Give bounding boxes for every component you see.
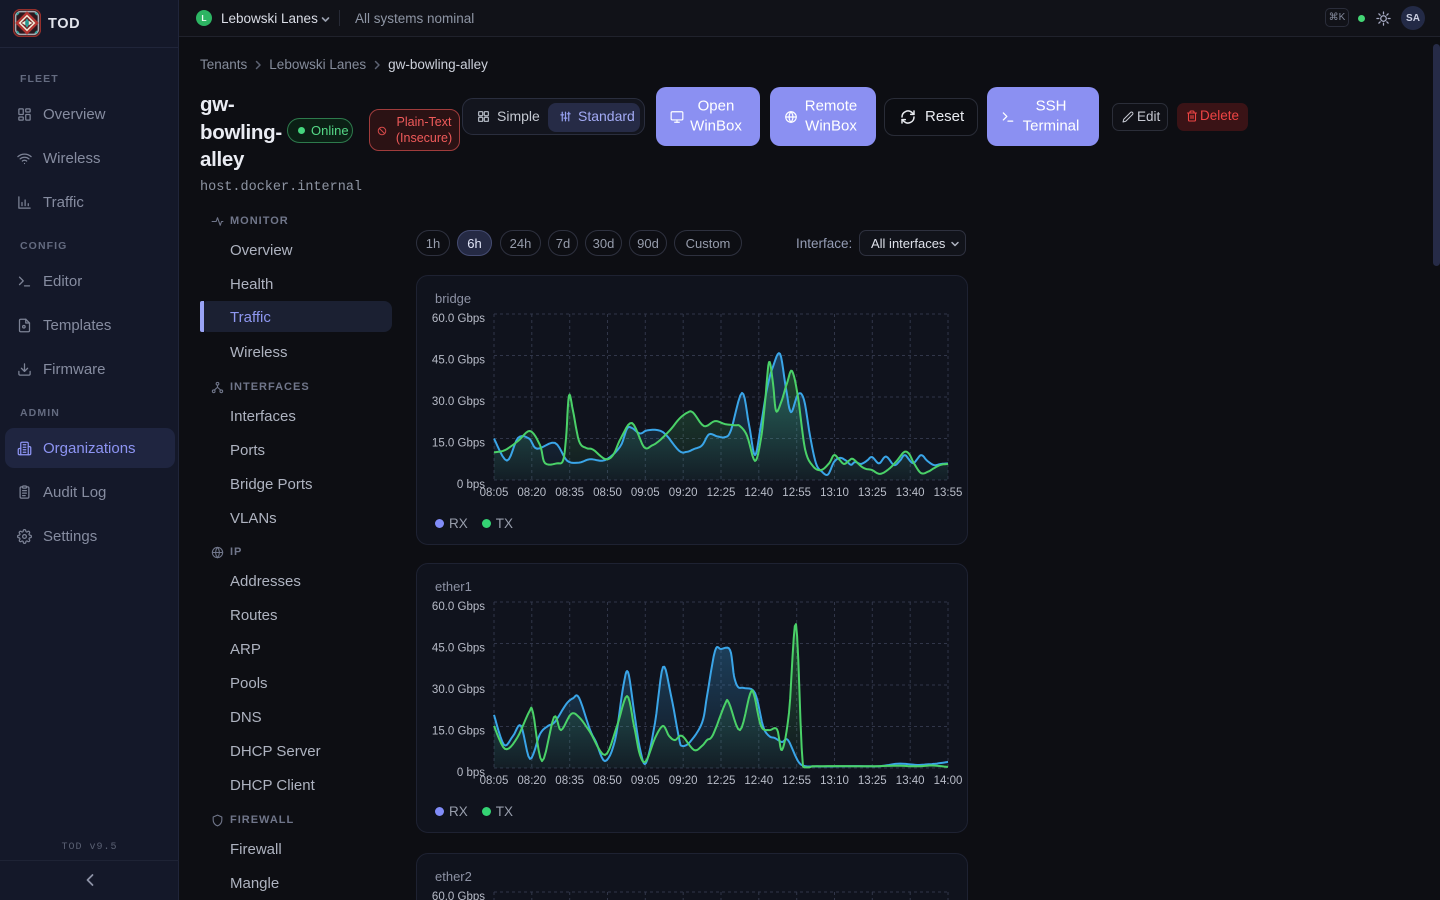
svg-text:30.0 Gbps: 30.0 Gbps	[432, 396, 485, 408]
svg-text:09:20: 09:20	[669, 775, 698, 787]
svg-text:09:20: 09:20	[669, 487, 698, 499]
svg-text:12:25: 12:25	[707, 775, 736, 787]
svg-text:08:50: 08:50	[593, 775, 622, 787]
svg-text:13:40: 13:40	[896, 775, 925, 787]
svg-text:09:05: 09:05	[631, 775, 660, 787]
svg-text:08:20: 08:20	[517, 775, 546, 787]
svg-text:12:55: 12:55	[782, 487, 811, 499]
svg-text:08:05: 08:05	[480, 775, 509, 787]
svg-text:15.0 Gbps: 15.0 Gbps	[432, 726, 485, 738]
svg-text:14:00: 14:00	[934, 775, 963, 787]
svg-text:60.0 Gbps: 60.0 Gbps	[432, 601, 485, 613]
svg-text:13:10: 13:10	[820, 775, 849, 787]
svg-text:12:55: 12:55	[782, 775, 811, 787]
svg-text:13:10: 13:10	[820, 487, 849, 499]
svg-text:08:20: 08:20	[517, 487, 546, 499]
svg-text:30.0 Gbps: 30.0 Gbps	[432, 684, 485, 696]
svg-text:45.0 Gbps: 45.0 Gbps	[432, 643, 485, 655]
svg-text:45.0 Gbps: 45.0 Gbps	[432, 355, 485, 367]
svg-text:13:25: 13:25	[858, 487, 887, 499]
svg-text:0 bps: 0 bps	[457, 767, 485, 779]
svg-text:13:25: 13:25	[858, 775, 887, 787]
svg-text:13:55: 13:55	[934, 487, 963, 499]
svg-text:15.0 Gbps: 15.0 Gbps	[432, 438, 485, 450]
svg-text:60.0 Gbps: 60.0 Gbps	[432, 891, 485, 900]
svg-text:12:25: 12:25	[707, 487, 736, 499]
svg-text:08:35: 08:35	[555, 775, 584, 787]
svg-text:08:50: 08:50	[593, 487, 622, 499]
svg-text:12:40: 12:40	[744, 487, 773, 499]
svg-text:08:05: 08:05	[480, 487, 509, 499]
svg-text:09:05: 09:05	[631, 487, 660, 499]
svg-text:13:40: 13:40	[896, 487, 925, 499]
svg-text:0 bps: 0 bps	[457, 479, 485, 491]
svg-text:12:40: 12:40	[744, 775, 773, 787]
svg-text:60.0 Gbps: 60.0 Gbps	[432, 313, 485, 325]
svg-text:08:35: 08:35	[555, 487, 584, 499]
